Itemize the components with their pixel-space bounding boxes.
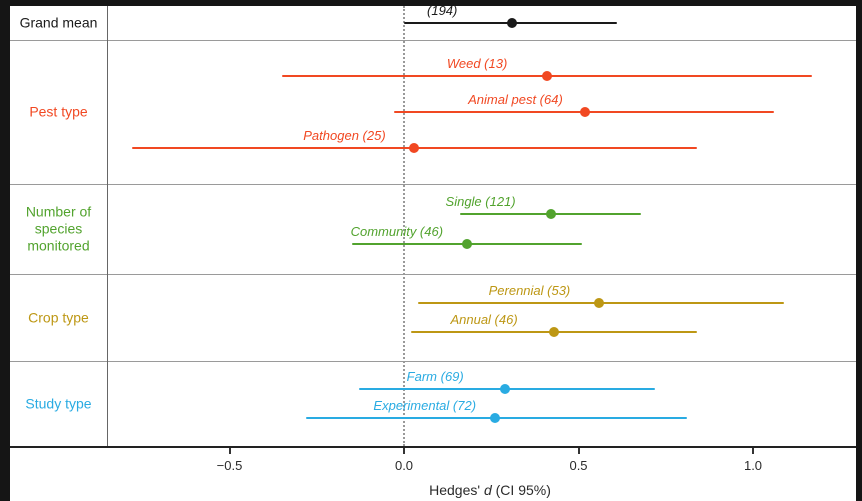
effect-point [549, 327, 560, 337]
x-axis-title-post: (CI 95%) [491, 482, 551, 498]
x-axis-tick-label: 1.0 [743, 458, 763, 473]
category-label-crop-type: Crop type [28, 309, 89, 325]
row-label: Weed (13) [446, 56, 508, 71]
section-divider [10, 184, 856, 185]
row-label: Farm (69) [406, 369, 464, 385]
x-axis-title: Hedges' d (CI 95%) [429, 482, 551, 498]
category-label-pest-type: Pest type [29, 103, 88, 120]
x-axis-title-pre: Hedges' [429, 482, 484, 498]
effect-point [507, 18, 518, 28]
zero-reference-line [403, 6, 405, 446]
x-axis-tick [752, 448, 754, 454]
x-axis-line [10, 446, 856, 448]
effect-point [409, 143, 420, 153]
effect-point [542, 71, 553, 81]
x-axis-tick-label: −0.5 [216, 458, 243, 473]
x-axis-tick [228, 448, 231, 454]
row-label: Perennial (53) [488, 283, 571, 298]
category-label-grand-mean: Grand mean [19, 14, 98, 31]
effect-point [545, 209, 556, 219]
effect-point [489, 412, 500, 423]
category-label-study-type: Study type [25, 395, 92, 411]
x-axis-tick [403, 448, 405, 454]
effect-point [500, 384, 511, 395]
row-label: Experimental (72) [373, 397, 477, 413]
category-plot-divider [107, 6, 108, 446]
figure-panel: Hedges' d (CI 95%) Grand mean (194) Pest t… [10, 3, 856, 501]
x-axis-title-variable: d [483, 482, 492, 498]
category-label-number-of-species-monitored: Number of species monitored [25, 203, 92, 254]
row-label: (194) [427, 3, 458, 18]
x-axis-tick-label: 0.5 [569, 458, 588, 473]
section-divider [10, 361, 856, 362]
row-label: Pathogen (25) [303, 128, 386, 143]
effect-point [580, 107, 591, 117]
x-axis-tick-label: 0.0 [394, 458, 414, 473]
effect-point [594, 298, 605, 308]
x-axis-tick [577, 448, 580, 454]
row-label: Annual (46) [450, 312, 518, 327]
section-divider [10, 40, 856, 41]
row-label: Community (46) [350, 224, 444, 239]
section-divider [10, 274, 856, 275]
effect-point [461, 239, 472, 249]
row-label: Single (121) [445, 194, 516, 209]
row-label: Animal pest (64) [468, 92, 563, 107]
